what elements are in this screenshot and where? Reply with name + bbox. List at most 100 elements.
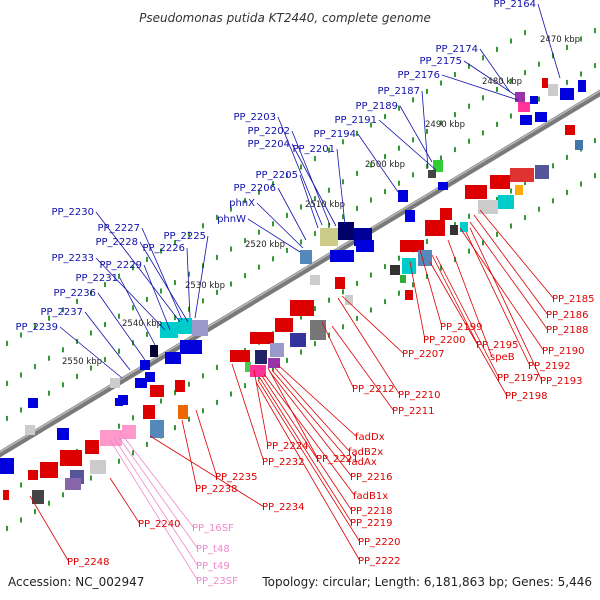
track-dot xyxy=(62,307,64,313)
track-dot xyxy=(440,265,442,271)
gene-label: PP_2197 xyxy=(497,373,540,384)
track-dot xyxy=(188,231,190,237)
leader-line xyxy=(465,231,531,367)
gene-label: PP_2210 xyxy=(398,390,441,401)
gene-feature xyxy=(150,385,164,397)
leader-line xyxy=(231,363,265,463)
leader-line xyxy=(186,247,191,319)
gene-label: PP_2202 xyxy=(247,126,290,137)
gene-label: PP_2212 xyxy=(352,384,395,395)
track-dot xyxy=(230,391,232,397)
track-dot xyxy=(300,314,302,320)
kbp-tick: 2510 kbp xyxy=(305,200,345,210)
track-dot xyxy=(202,298,204,304)
leader-line xyxy=(277,116,323,226)
gene-feature xyxy=(390,265,400,275)
track-dot xyxy=(356,315,358,321)
leader-line xyxy=(435,255,500,379)
track-dot xyxy=(552,163,554,169)
track-dot xyxy=(62,347,64,353)
track-dot xyxy=(566,189,568,195)
track-dot xyxy=(174,425,176,431)
leader-line xyxy=(95,257,166,331)
track-dot xyxy=(314,196,316,202)
gene-label: phnX xyxy=(229,198,255,209)
track-dot xyxy=(398,105,400,111)
track-dot xyxy=(314,231,316,237)
gene-feature xyxy=(140,360,150,370)
track-dot xyxy=(160,248,162,254)
gene-label: PP_2222 xyxy=(358,556,401,567)
gene-label: PP_2225 xyxy=(163,231,206,242)
track-dot xyxy=(440,120,442,126)
gene-feature xyxy=(270,343,284,357)
track-dot xyxy=(356,280,358,286)
gene-feature xyxy=(575,140,583,150)
leader-line xyxy=(139,241,189,323)
track-dot xyxy=(272,256,274,262)
track-dot xyxy=(272,181,274,187)
gene-feature xyxy=(245,362,251,372)
kbp-tick: 2520 kbp xyxy=(245,240,285,250)
track-dot xyxy=(272,221,274,227)
gene-feature xyxy=(40,462,58,478)
track-dot xyxy=(6,380,8,386)
track-dot xyxy=(118,313,120,319)
track-dot xyxy=(244,198,246,204)
gene-feature xyxy=(338,222,354,240)
track-dot xyxy=(580,181,582,187)
track-dot xyxy=(566,79,568,85)
backbone-line xyxy=(0,89,600,458)
leader-line xyxy=(337,297,401,396)
track-dot xyxy=(510,113,512,119)
leader-line xyxy=(195,409,218,478)
kbp-tick: 2530 kbp xyxy=(185,281,225,291)
map-title: Pseudomonas putida KT2440, complete geno… xyxy=(139,11,431,25)
leader-line xyxy=(336,148,346,226)
kbp-ticks: 2470 kbp 2480 kbp 2490 kbp 2500 kbp 2510… xyxy=(62,35,580,367)
gene-label: PP_2237 xyxy=(40,307,83,318)
track-dot xyxy=(48,500,50,506)
track-dot xyxy=(132,415,134,421)
track-dot xyxy=(272,366,274,372)
track-dot xyxy=(6,415,8,421)
track-dot xyxy=(454,72,456,78)
gene-feature xyxy=(178,318,192,334)
track-dot xyxy=(34,364,36,370)
gene-feature xyxy=(110,378,120,388)
track-dot xyxy=(412,137,414,143)
gene-feature xyxy=(518,102,530,112)
track-dot xyxy=(132,450,134,456)
track-dot xyxy=(566,44,568,50)
gene-label: PP_2176 xyxy=(397,70,440,81)
gene-label: fadB1x xyxy=(353,491,388,502)
track-dot xyxy=(146,296,148,302)
gene-label: PP_2206 xyxy=(233,183,276,194)
leader-line xyxy=(247,218,301,253)
gene-feature xyxy=(300,250,312,264)
leader-line xyxy=(261,375,353,512)
leader-line xyxy=(29,495,70,563)
track-dot xyxy=(62,492,64,498)
track-dot xyxy=(468,103,470,109)
track-dot xyxy=(174,280,176,286)
track-dot xyxy=(524,70,526,76)
track-dot xyxy=(510,38,512,44)
leader-line xyxy=(473,214,549,316)
leader-line xyxy=(256,202,304,249)
gene-feature xyxy=(57,428,69,440)
kbp-tick: 2550 kbp xyxy=(62,357,102,367)
leader-line xyxy=(421,90,429,169)
kbp-tick: 2540 kbp xyxy=(122,319,162,329)
track-dot xyxy=(412,97,414,103)
gene-feature xyxy=(440,208,452,220)
gene-label: PP_2174 xyxy=(435,44,478,55)
gene-feature xyxy=(498,195,514,209)
gene-feature xyxy=(135,378,147,388)
track-dot xyxy=(426,238,428,244)
track-dot xyxy=(258,229,260,235)
backbone-highlight xyxy=(0,90,600,453)
gene-feature xyxy=(175,380,185,392)
track-dot xyxy=(230,281,232,287)
